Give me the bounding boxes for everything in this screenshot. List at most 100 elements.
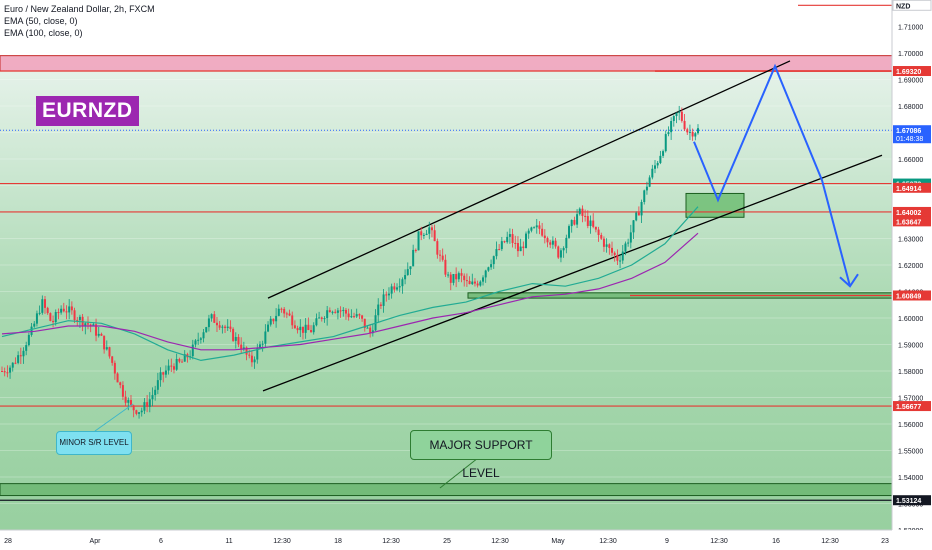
candle-body (457, 273, 460, 280)
candle-body (487, 267, 490, 271)
candle-body (557, 246, 560, 258)
candle-body (414, 249, 417, 251)
candle-body (183, 354, 186, 362)
candle-body (113, 362, 116, 374)
candle-body (390, 286, 393, 294)
candle-body (659, 155, 662, 163)
candle-body (76, 320, 79, 322)
channel-upper-line (267, 60, 791, 299)
candle-body (138, 412, 141, 414)
candle-body (172, 366, 175, 370)
candle-body (387, 293, 390, 296)
candle-body (33, 323, 36, 327)
candle-body (430, 227, 433, 231)
candle-body (52, 320, 55, 323)
price-tick-label: 1.55000 (898, 449, 923, 456)
candle-body (146, 402, 149, 407)
candle-body (197, 339, 200, 341)
candle-body (573, 220, 576, 225)
candle-body (632, 220, 635, 233)
candle-body (637, 212, 640, 216)
candle-body (589, 220, 592, 227)
price-label: 1.64914 (896, 186, 921, 193)
candle-body (619, 260, 622, 262)
candle-body (46, 307, 49, 314)
candle-body (667, 132, 670, 135)
price-label-bg (892, 0, 932, 11)
candle-body (683, 120, 686, 130)
candle-body (159, 372, 162, 381)
candle-body (546, 238, 549, 243)
candle-body (412, 249, 415, 267)
candle-body (65, 311, 68, 313)
time-tick-label: 12:30 (710, 538, 728, 545)
candle-body (17, 355, 20, 363)
candle-body (436, 241, 439, 255)
candle-body (229, 326, 232, 329)
candle-body (675, 112, 678, 117)
candle-body (264, 331, 267, 344)
candle-body (688, 131, 691, 133)
candle-body (261, 343, 264, 345)
candle-body (267, 324, 270, 332)
price-label-bg (893, 206, 931, 217)
candle-body (533, 227, 536, 229)
candle-body (471, 281, 474, 285)
candle-body (213, 314, 216, 323)
candle-body (275, 315, 278, 322)
candle-body (285, 313, 288, 315)
candle-body (578, 208, 581, 215)
candle-body (54, 312, 57, 323)
candle-body (662, 151, 665, 156)
price-label: 1.63647 (896, 219, 921, 226)
candle-body (428, 227, 431, 234)
candle-body (581, 208, 584, 216)
price-label: 1.60849 (896, 294, 921, 301)
candle-body (594, 226, 597, 230)
candle-body (447, 274, 450, 276)
candle-body (111, 356, 114, 363)
price-tick-label: 1.71000 (898, 25, 923, 32)
candle-body (393, 286, 396, 290)
candle-body (226, 326, 229, 328)
candle-body (331, 311, 334, 313)
candle-body (350, 316, 353, 318)
candle-body (664, 134, 667, 152)
price-label: NZD (896, 3, 910, 10)
time-tick-label: 6 (159, 538, 163, 545)
candle-body (516, 243, 519, 252)
major-support-callout[interactable]: MAJOR SUPPORT LEVEL (410, 430, 552, 480)
price-label-bg (893, 182, 931, 193)
candle-body (498, 249, 501, 251)
candle-body (232, 328, 235, 341)
candle-body (490, 264, 493, 268)
candle-body (283, 308, 286, 314)
candle-body (312, 325, 315, 333)
candle-body (175, 358, 178, 370)
candle-body (221, 326, 224, 328)
time-tick-label: 12:30 (491, 538, 509, 545)
candle-body (30, 326, 33, 335)
price-tick-label: 1.66000 (898, 157, 923, 164)
ema100-legend[interactable]: EMA (100, close, 0) (4, 28, 83, 38)
candle-body (570, 220, 573, 227)
candle-body (627, 242, 630, 244)
price-label: 1.67086 (896, 128, 921, 135)
minor-sr-callout[interactable]: MINOR S/R LEVEL (56, 431, 132, 455)
ema50-legend[interactable]: EMA (50, close, 0) (4, 16, 78, 26)
candle-body (640, 202, 643, 216)
candle-body (299, 326, 302, 331)
candle-body (651, 168, 654, 178)
candle-body (334, 311, 337, 313)
price-label: 1.64002 (896, 210, 921, 217)
candle-body (11, 362, 14, 368)
candle-body (218, 325, 221, 328)
symbol-title[interactable]: Euro / New Zealand Dollar, 2h, FXCM (4, 4, 155, 14)
candle-body (73, 310, 76, 321)
channel-lower-line (262, 154, 883, 392)
candle-body (105, 347, 108, 350)
time-tick-label: 12:30 (599, 538, 617, 545)
candle-body (425, 233, 428, 235)
candle-body (611, 247, 614, 253)
